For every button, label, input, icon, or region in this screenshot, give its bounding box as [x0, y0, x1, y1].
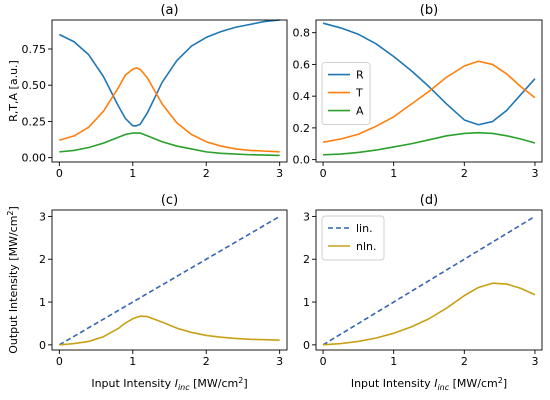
axes-frame-d — [315, 209, 543, 351]
y-tick-label: 0 — [39, 339, 46, 352]
y-tick-label: 1 — [303, 296, 310, 309]
legend-box — [321, 62, 371, 126]
x-tick-label: 3 — [531, 167, 538, 180]
series-line-r-b — [322, 22, 536, 126]
panel-title-c: (c) — [161, 193, 178, 208]
axes-frame-c — [51, 209, 288, 351]
x-tick-label: 1 — [129, 167, 136, 180]
series-line-lin-d — [322, 215, 536, 346]
y-tick-label: 0 — [303, 339, 310, 352]
x-tick-label: 0 — [320, 167, 327, 180]
x-tick-label: 3 — [276, 167, 283, 180]
chart-panel-d: (d) 0 1 2 3 0 1 2 3 Input Intensity Iinc [MW/cm2]… — [303, 193, 543, 392]
y-tick-label: 0.50 — [22, 79, 47, 92]
y-axis-label-c: Output Intensity [MW/cm2] — [6, 206, 20, 354]
y-tick-label: 1 — [39, 296, 46, 309]
chart-panel-b: (b) 0 1 2 3 0.0 0.2 0.4 0.6 0.8 RTA — [293, 3, 543, 180]
legend-label-lin: lin. — [356, 222, 373, 235]
series-line-r-a — [58, 19, 280, 127]
y-tick-label: 0.75 — [22, 43, 47, 56]
y-tick-label: 0.2 — [293, 122, 311, 135]
legend-b: RTA — [321, 62, 371, 126]
legend-label-a: A — [356, 105, 364, 118]
axes-frame-a — [51, 19, 288, 163]
axes-frame-b — [315, 19, 543, 163]
panel-title-d: (d) — [420, 193, 438, 208]
panel-title-a: (a) — [160, 3, 178, 18]
x-tick-label: 1 — [129, 355, 136, 368]
panel-title-b: (b) — [420, 3, 438, 18]
chart-panel-a: (a) 0 1 2 3 0.00 0.25 0.50 0.75R,T,A [a.u.] — [7, 3, 288, 180]
series-line-lin-c — [58, 215, 281, 346]
series-line-nln-c — [59, 315, 280, 346]
y-tick-label: 0.4 — [293, 90, 311, 103]
y-tick-label: 0.6 — [293, 58, 311, 71]
x-tick-label: 3 — [276, 355, 283, 368]
x-tick-label: 1 — [390, 167, 397, 180]
y-tick-label: 3 — [303, 210, 310, 223]
y-axis-label-a: R,T,A [a.u.] — [7, 60, 20, 122]
x-tick-label: 2 — [461, 167, 468, 180]
x-tick-label: 1 — [390, 355, 397, 368]
x-tick-label: 2 — [461, 355, 468, 368]
y-tick-label: 0.0 — [293, 154, 311, 167]
series-line-nln-d — [323, 282, 536, 346]
x-axis-label-c: Input Intensity Iinc [MW/cm2] — [91, 376, 247, 392]
x-tick-label: 0 — [56, 355, 63, 368]
legend-box — [321, 215, 385, 261]
series-line-a-a — [59, 132, 280, 157]
chart-panel-c: (c) 0 1 2 3 0 1 2 3 Output Intensity [MW/cm2] Inpu… — [6, 193, 288, 392]
y-tick-label: 3 — [39, 210, 46, 223]
x-tick-label: 0 — [320, 355, 327, 368]
series-line-t-a — [59, 67, 280, 153]
legend-label-t: T — [355, 87, 363, 100]
y-tick-label: 2 — [39, 253, 46, 266]
series-line-a-b — [323, 131, 536, 156]
x-tick-label: 2 — [203, 167, 210, 180]
legend-label-r: R — [356, 69, 364, 82]
legend-label-nln: nln. — [356, 240, 377, 253]
x-tick-label: 2 — [203, 355, 210, 368]
legend-d: lin. nln. — [321, 215, 385, 261]
x-tick-label: 3 — [531, 355, 538, 368]
y-tick-label: 0.8 — [293, 27, 311, 40]
series-line-t-b — [322, 60, 536, 143]
y-tick-label: 2 — [303, 253, 310, 266]
y-tick-label: 0.00 — [22, 152, 47, 165]
x-axis-label-d: Input Intensity Iinc [MW/cm2] — [351, 376, 507, 392]
x-tick-label: 0 — [56, 167, 63, 180]
y-tick-label: 0.25 — [22, 115, 47, 128]
